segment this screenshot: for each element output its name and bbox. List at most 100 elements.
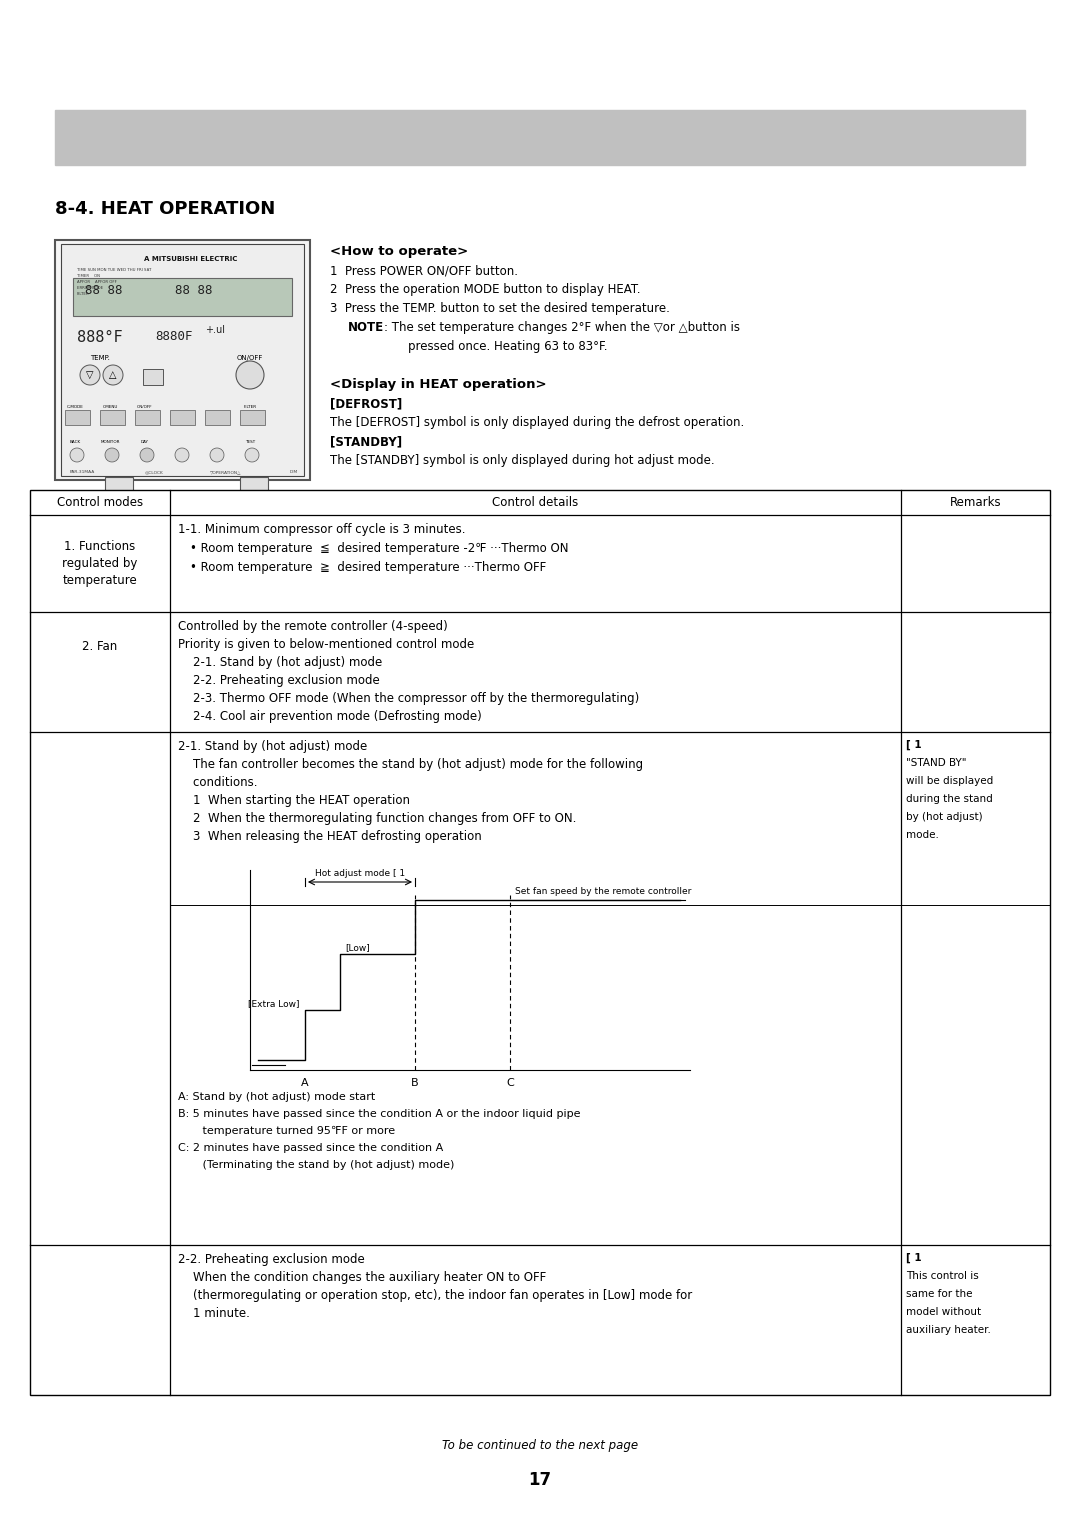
Bar — [65, 410, 90, 426]
Text: 888°F: 888°F — [77, 331, 123, 344]
Text: 3  When releasing the HEAT defrosting operation: 3 When releasing the HEAT defrosting ope… — [178, 830, 482, 844]
Text: △: △ — [109, 371, 117, 380]
Text: will be displayed: will be displayed — [906, 776, 994, 785]
Text: (Terminating the stand by (hot adjust) mode): (Terminating the stand by (hot adjust) m… — [178, 1160, 454, 1170]
Text: MONITOR: MONITOR — [100, 439, 120, 444]
Bar — [73, 279, 292, 315]
Circle shape — [80, 364, 100, 384]
Text: A: A — [301, 1078, 309, 1089]
Text: C: 2 minutes have passed since the condition A: C: 2 minutes have passed since the condi… — [178, 1144, 443, 1153]
Text: 1-1. Minimum compressor off cycle is 3 minutes.: 1-1. Minimum compressor off cycle is 3 m… — [178, 524, 465, 536]
Text: [ 1: [ 1 — [906, 1252, 921, 1263]
Text: regulated by: regulated by — [63, 557, 137, 570]
Circle shape — [70, 449, 84, 462]
Text: 2-4. Cool air prevention mode (Defrosting mode): 2-4. Cool air prevention mode (Defrostin… — [178, 710, 482, 723]
Circle shape — [105, 449, 119, 462]
Text: [STANDBY]: [STANDBY] — [330, 435, 402, 449]
Text: 1. Functions: 1. Functions — [64, 540, 135, 553]
Text: [Low]: [Low] — [345, 943, 369, 952]
Text: A: Stand by (hot adjust) mode start: A: Stand by (hot adjust) mode start — [178, 1092, 375, 1102]
Text: [DEFROST]: [DEFROST] — [330, 397, 402, 410]
Text: 88 88: 88 88 — [175, 283, 213, 297]
Text: <Display in HEAT operation>: <Display in HEAT operation> — [330, 378, 546, 390]
Bar — [55, 240, 310, 481]
Text: B: 5 minutes have passed since the condition A or the indoor liquid pipe: B: 5 minutes have passed since the condi… — [178, 1108, 580, 1119]
Text: 8880F: 8880F — [156, 331, 192, 343]
Bar — [135, 410, 160, 426]
Text: Remarks: Remarks — [949, 496, 1001, 508]
Text: 2-1. Stand by (hot adjust) mode: 2-1. Stand by (hot adjust) mode — [178, 655, 382, 669]
Bar — [205, 410, 230, 426]
Text: Controlled by the remote controller (4-speed): Controlled by the remote controller (4-s… — [178, 620, 447, 632]
Text: C: C — [507, 1078, 514, 1089]
Text: TIMER    ON: TIMER ON — [77, 274, 100, 279]
Bar — [100, 410, 125, 426]
Bar — [105, 478, 133, 495]
Text: • Room temperature  ≦  desired temperature -2℉ ···Thermo ON: • Room temperature ≦ desired temperature… — [190, 542, 568, 556]
Text: • Room temperature  ≧  desired temperature ···Thermo OFF: • Room temperature ≧ desired temperature… — [190, 560, 546, 574]
Text: DAY: DAY — [141, 439, 149, 444]
Bar — [240, 478, 268, 495]
Text: The [STANDBY] symbol is only displayed during hot adjust mode.: The [STANDBY] symbol is only displayed d… — [330, 455, 715, 467]
Text: Control details: Control details — [492, 496, 579, 508]
Text: The [DEFROST] symbol is only displayed during the defrost operation.: The [DEFROST] symbol is only displayed d… — [330, 416, 744, 429]
Text: @CLOCK: @CLOCK — [145, 470, 164, 475]
Text: 1 minute.: 1 minute. — [178, 1307, 249, 1320]
Text: OMENU: OMENU — [103, 406, 118, 409]
Circle shape — [237, 361, 264, 389]
Text: TEST: TEST — [245, 439, 255, 444]
Bar — [30, 490, 1050, 1395]
Circle shape — [175, 449, 189, 462]
Circle shape — [245, 449, 259, 462]
Circle shape — [210, 449, 224, 462]
Text: mode.: mode. — [906, 830, 939, 841]
Text: 1  Press POWER ON/OFF button.: 1 Press POWER ON/OFF button. — [330, 263, 518, 277]
Text: DIM: DIM — [291, 470, 298, 475]
Text: conditions.: conditions. — [178, 776, 257, 788]
Text: B: B — [411, 1078, 419, 1089]
Circle shape — [140, 449, 154, 462]
Text: auxiliary heater.: auxiliary heater. — [906, 1324, 991, 1335]
Text: C-MODE: C-MODE — [67, 406, 83, 409]
Text: 17: 17 — [528, 1471, 552, 1490]
Text: ERROR CODE: ERROR CODE — [77, 286, 103, 289]
Text: same for the: same for the — [906, 1289, 973, 1298]
Text: 2. Fan: 2. Fan — [82, 640, 118, 654]
Text: 8-4. HEAT OPERATION: 8-4. HEAT OPERATION — [55, 201, 275, 217]
Text: FILTER: FILTER — [77, 292, 90, 295]
Text: TEMP.: TEMP. — [90, 355, 110, 361]
Text: PAR-31MAA: PAR-31MAA — [70, 470, 95, 475]
Text: When the condition changes the auxiliary heater ON to OFF: When the condition changes the auxiliary… — [178, 1271, 546, 1285]
Text: ▽: ▽ — [86, 371, 94, 380]
Text: temperature turned 95℉F or more: temperature turned 95℉F or more — [178, 1125, 395, 1136]
Text: The fan controller becomes the stand by (hot adjust) mode for the following: The fan controller becomes the stand by … — [178, 758, 643, 772]
Text: [ 1: [ 1 — [906, 739, 921, 750]
Text: 2  When the thermoregulating function changes from OFF to ON.: 2 When the thermoregulating function cha… — [178, 811, 576, 825]
Text: BACK: BACK — [69, 439, 81, 444]
Text: Control modes: Control modes — [57, 496, 143, 508]
Text: <How to operate>: <How to operate> — [330, 245, 469, 259]
Text: Set fan speed by the remote controller: Set fan speed by the remote controller — [515, 886, 691, 896]
Text: (thermoregulating or operation stop, etc), the indoor fan operates in [Low] mode: (thermoregulating or operation stop, etc… — [178, 1289, 692, 1301]
Text: NOTE: NOTE — [348, 322, 384, 334]
Bar — [60, 243, 303, 476]
Text: 1  When starting the HEAT operation: 1 When starting the HEAT operation — [178, 795, 409, 807]
Text: Priority is given to below-mentioned control mode: Priority is given to below-mentioned con… — [178, 638, 474, 651]
Text: 88 88: 88 88 — [85, 283, 122, 297]
Text: 2-3. Thermo OFF mode (When the compressor off by the thermoregulating): 2-3. Thermo OFF mode (When the compresso… — [178, 692, 639, 704]
Text: ▽OPERATION△: ▽OPERATION△ — [210, 470, 242, 475]
Text: 3  Press the TEMP. button to set the desired temperature.: 3 Press the TEMP. button to set the desi… — [330, 302, 670, 315]
Text: ON/OFF: ON/OFF — [237, 355, 264, 361]
Text: [Extra Low]: [Extra Low] — [248, 1000, 300, 1007]
Text: 2  Press the operation MODE button to display HEAT.: 2 Press the operation MODE button to dis… — [330, 283, 640, 295]
Text: TIME SUN MON TUE WED THU FRI SAT: TIME SUN MON TUE WED THU FRI SAT — [77, 268, 151, 273]
Text: To be continued to the next page: To be continued to the next page — [442, 1439, 638, 1451]
Text: A MITSUBISHI ELECTRIC: A MITSUBISHI ELECTRIC — [145, 256, 238, 262]
Bar — [240, 410, 265, 426]
Text: model without: model without — [906, 1307, 982, 1317]
Text: "STAND BY": "STAND BY" — [906, 758, 967, 769]
Text: This control is: This control is — [906, 1271, 978, 1281]
Circle shape — [103, 364, 123, 384]
Text: +.ul: +.ul — [205, 325, 225, 335]
Text: : The set temperature changes 2°F when the ▽or △button is: : The set temperature changes 2°F when t… — [384, 322, 740, 334]
